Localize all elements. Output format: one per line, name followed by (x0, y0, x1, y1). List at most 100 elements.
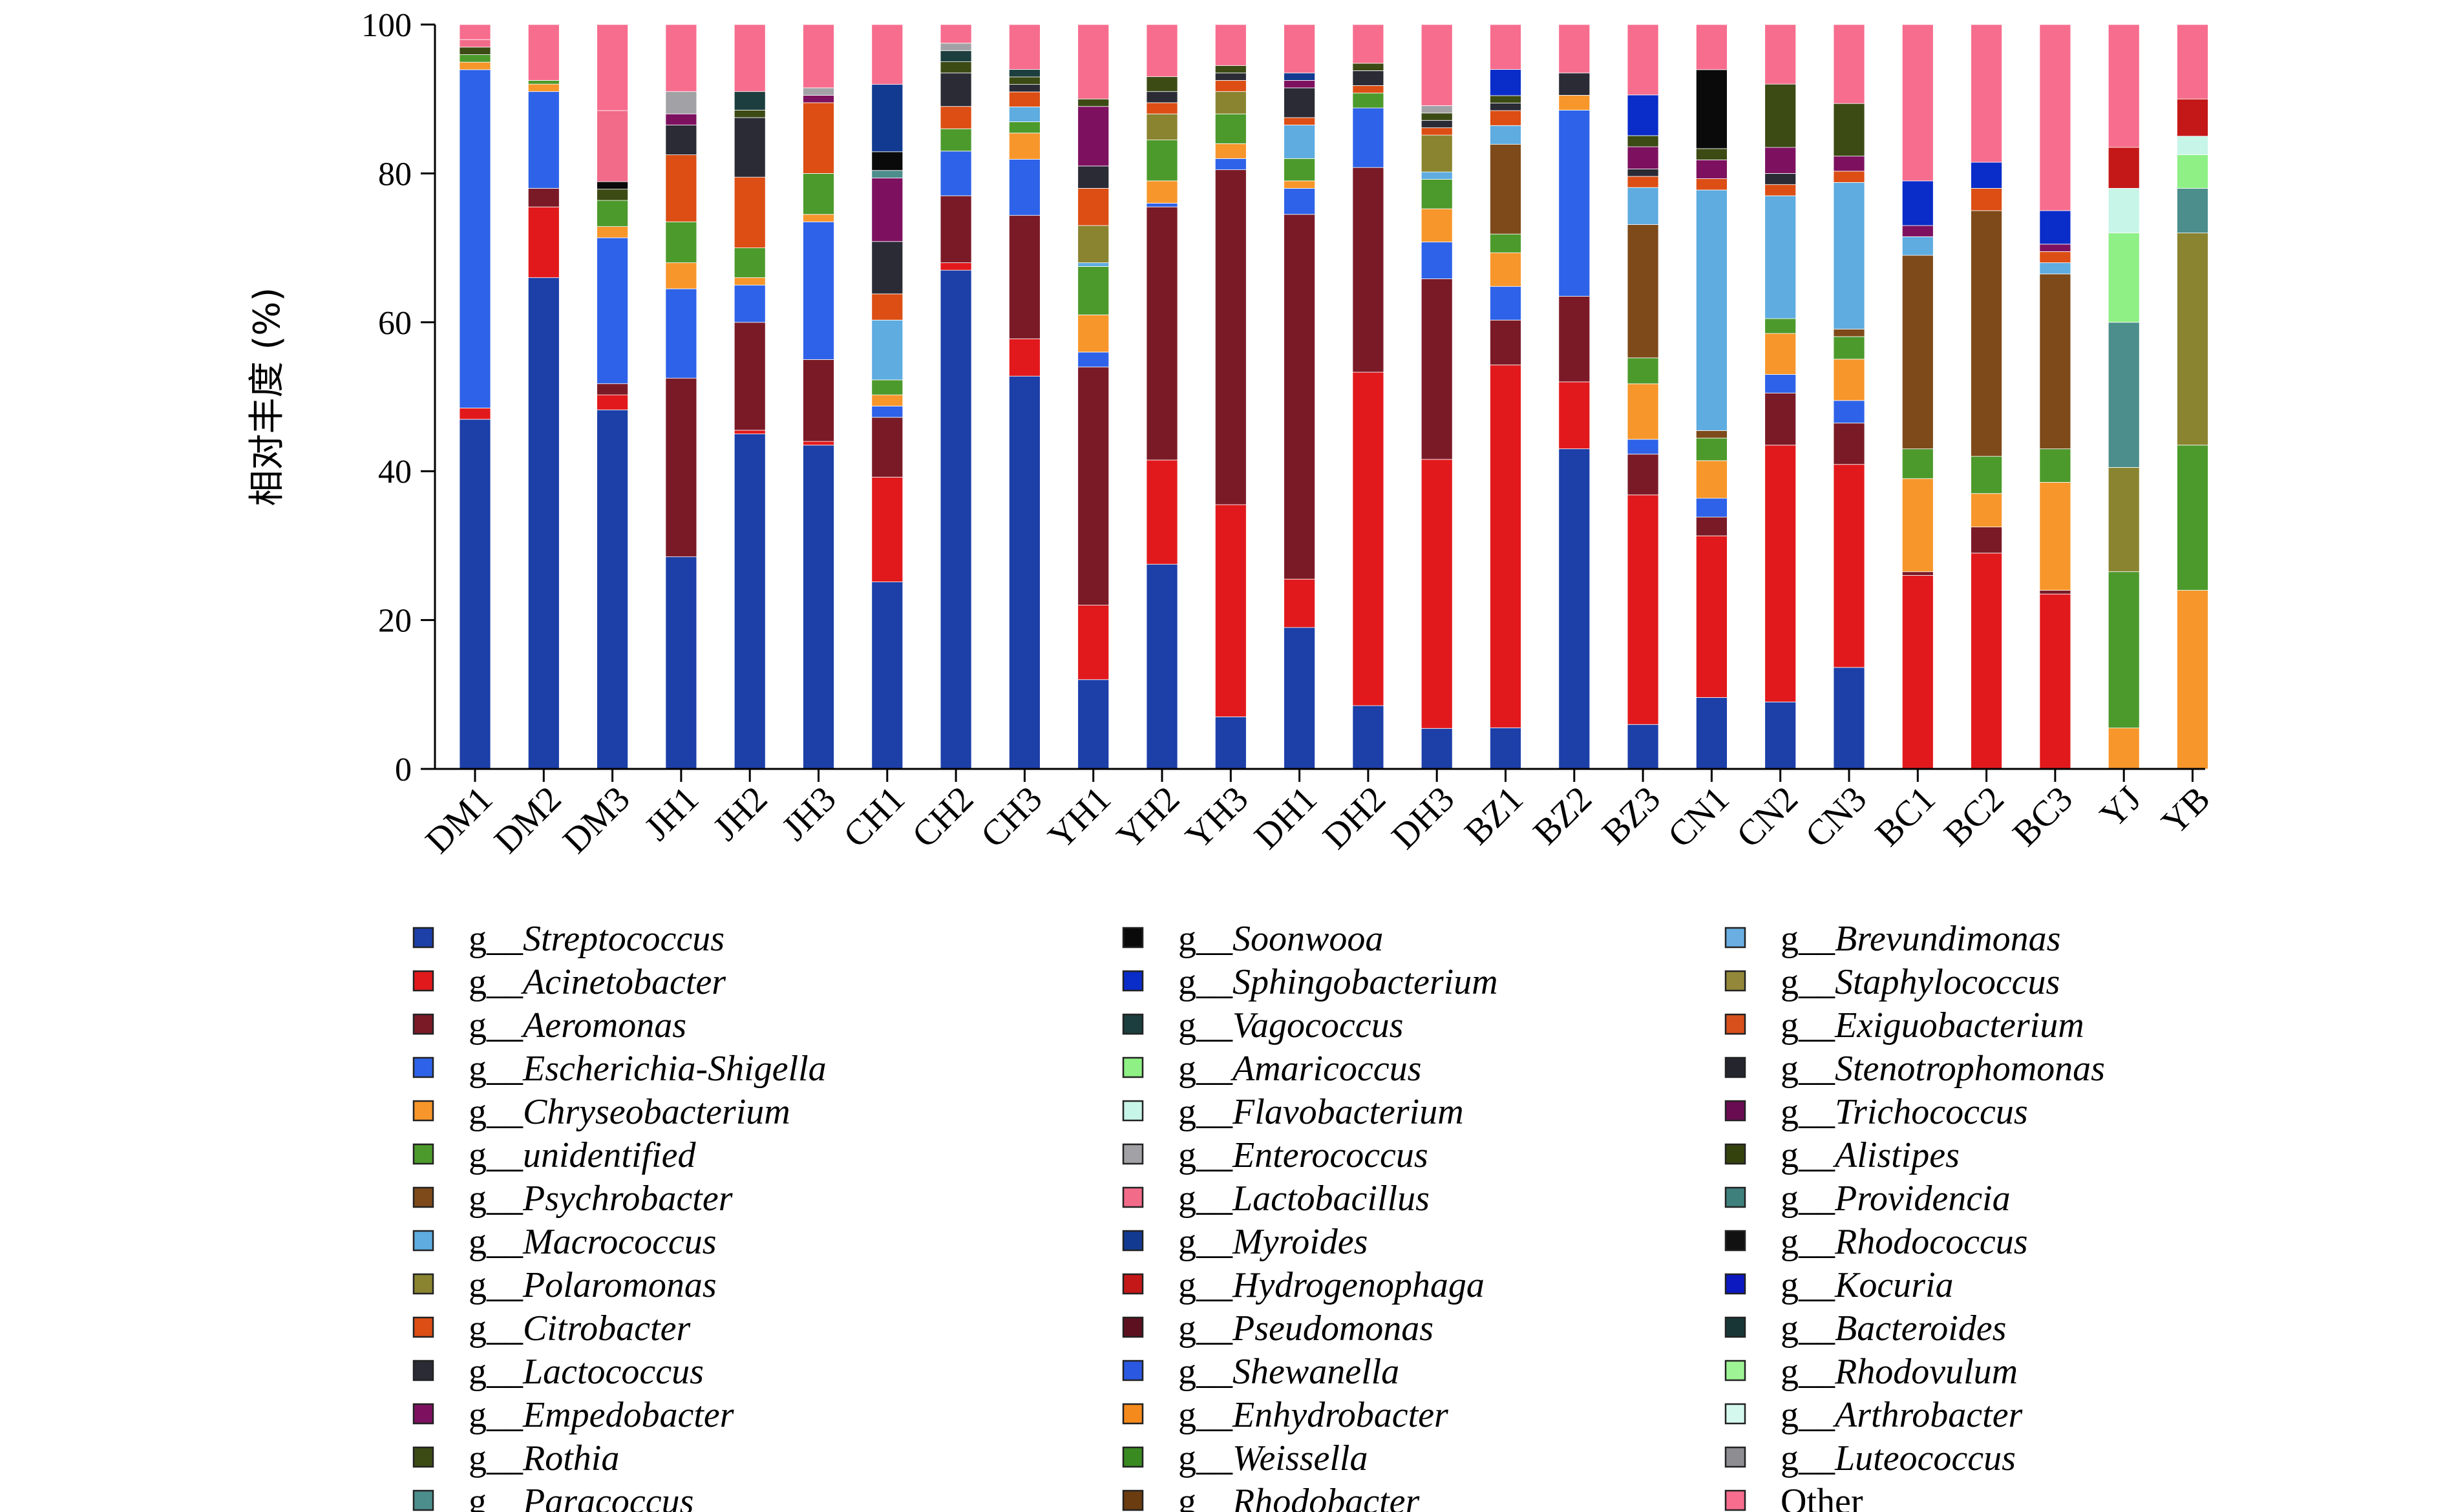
bar-segment-JH2-Escherichia-Shigella (734, 284, 766, 323)
bar-segment-BZ3-Lactococcus (1627, 169, 1659, 177)
legend-swatch (1724, 1230, 1746, 1252)
bar-segment-DM1-Acinetobacter (459, 408, 491, 420)
legend-label: g__Luteococcus (1781, 1438, 2016, 1478)
x-tick-label: BC1 (1868, 779, 1943, 854)
x-tick-label: CN3 (1798, 779, 1875, 856)
bar-segment-BZ2-Acinetobacter (1558, 381, 1591, 450)
bar-segment-DH2-Aeromonas (1352, 167, 1384, 373)
legend-label: g__Rhodovulum (1781, 1352, 2018, 1392)
bar-segment-BC2-Chryseobacterium (1971, 493, 2003, 528)
bar-segment-DH1-Escherichia-Shigella (1284, 188, 1315, 215)
bar-segment-DM3-Other (597, 24, 628, 111)
bar-segment-CN3-Psychrobacter (1833, 328, 1865, 337)
bar-segment-DM1-Chryseobacterium (459, 61, 491, 70)
bar-segment-BC1-Psychrobacter (1901, 255, 1934, 450)
legend-label: g__Bacteroides (1781, 1308, 2006, 1349)
bar-segment-YH1-Acinetobacter (1077, 605, 1110, 680)
legend-swatch (412, 1186, 434, 1208)
legend-item: Other (1724, 1482, 1863, 1512)
legend-item: g__Rothia (412, 1438, 619, 1478)
bar-segment-CH3-Other (1009, 24, 1041, 70)
legend-item: g__Enhydrobacter (1122, 1395, 1448, 1435)
bar-segment-CN2-Lactococcus (1764, 173, 1797, 185)
bar-segment-CH3-Rothia (1009, 76, 1041, 85)
legend-item: g__Acinetobacter (412, 962, 726, 1002)
x-tick-label: YH2 (1109, 779, 1187, 857)
bar-segment-JH2-Streptococcus (734, 434, 766, 770)
bar-segment-CN3-Other (1833, 24, 1865, 104)
legend-label: g__Weissella (1178, 1438, 1368, 1478)
bar-segment-BZ1-Macrococcus (1490, 125, 1521, 145)
bar-segment-YH1-Lactococcus (1077, 165, 1110, 189)
x-tick-label: CH2 (905, 779, 982, 856)
bar-segment-DM2-Streptococcus (527, 277, 560, 770)
bar-segment-BC2-Acinetobacter (1971, 552, 2003, 770)
legend-label: g__Pseudomonas (1178, 1308, 1433, 1349)
legend-item: g__Luteococcus (1724, 1438, 2016, 1478)
bar-segment-CH3-Citrobacter (1009, 91, 1041, 107)
bar-segment-DM3-Soonwooa (597, 181, 628, 190)
bar-segment-CH1-Chryseobacterium (871, 394, 904, 406)
bar-segment-BZ1-Lactococcus (1490, 103, 1521, 111)
bar-segment-BZ1-Other (1490, 24, 1521, 70)
bar-segment-YH1-Macrococcus (1077, 262, 1110, 267)
bar-segment-DH1-Streptococcus (1284, 627, 1315, 770)
bar-segment-YH3-unidentified (1214, 113, 1247, 144)
legend-item: g__Psychrobacter (412, 1179, 733, 1219)
bar-segment-JH3-Streptococcus (803, 445, 834, 770)
bar-segment-DH3-Macrococcus (1421, 171, 1453, 180)
bar-segment-JH1-Empedobacter (665, 113, 697, 125)
bar-segment-JH2-Acinetobacter (734, 430, 766, 435)
bar-segment-CN3-Escherichia-Shigella (1833, 400, 1865, 424)
legend-swatch (1724, 970, 1746, 992)
bar-segment-CN3-Acinetobacter (1833, 464, 1865, 668)
bar-segment-BC1-Sphingobacterium (1901, 180, 1934, 226)
x-tick-label: DM1 (418, 779, 500, 861)
bar-segment-BC2-Other (1971, 24, 2003, 163)
bar-segment-YH2-Polaromonas (1146, 113, 1178, 140)
bar-segment-CH1-Lactococcus (871, 241, 904, 295)
bar-segment-DM2-Escherichia-Shigella (527, 91, 560, 189)
bar-segment-CN3-Citrobacter (1833, 171, 1865, 183)
legend-swatch (1122, 1100, 1144, 1122)
bar-segment-BC2-Sphingobacterium (1971, 162, 2003, 189)
bar-segment-DH3-Chryseobacterium (1421, 208, 1453, 242)
bar-segment-JH3-Escherichia-Shigella (803, 221, 834, 360)
bar-segment-CH1-Aeromonas (871, 417, 904, 478)
bar-segment-YB-Amaricoccus (2177, 154, 2208, 189)
bar-segment-DH2-Escherichia-Shigella (1352, 107, 1384, 168)
bar-segment-JH1-Chryseobacterium (665, 262, 697, 289)
legend-label: g__Staphylococcus (1781, 962, 2060, 1002)
x-tick-label: CH3 (973, 779, 1050, 856)
bar-segment-CH2-Other (940, 24, 972, 44)
bar-segment-BC3-Psychrobacter (2039, 273, 2071, 450)
bar-segment-BC2-Aeromonas (1971, 527, 2003, 554)
bar-segment-CN3-Macrococcus (1833, 182, 1865, 330)
legend-item: g__Pseudomonas (1122, 1308, 1433, 1349)
legend-label: g__Acinetobacter (469, 962, 726, 1002)
bar-segment-DH1-unidentified (1284, 158, 1315, 182)
x-tick-label: JH2 (706, 779, 776, 848)
bar-segment-YJ-unidentified (2108, 571, 2140, 729)
legend-item: g__Flavobacterium (1122, 1092, 1464, 1132)
bar-segment-CN1-Other (1695, 24, 1728, 70)
legend-swatch (1724, 1360, 1746, 1381)
bar-segment-YH1-Polaromonas (1077, 225, 1110, 264)
bar-segment-CN2-Other (1764, 24, 1797, 85)
legend-label: g__Enterococcus (1178, 1135, 1428, 1175)
bar-segment-BC1-unidentified (1901, 448, 1934, 479)
bar-segment-CH2-Vagococcus (940, 50, 972, 63)
legend-swatch (412, 1403, 434, 1425)
x-ticks: DM1DM2DM3JH1JH2JH3CH1CH2CH3YH1YH2YH3DH1D… (418, 769, 2218, 861)
bar-segment-YH3-Polaromonas (1214, 91, 1247, 114)
bar-segment-JH3-Empedobacter (803, 95, 834, 103)
bar-segment-CH3-Acinetobacter (1009, 338, 1041, 377)
bar-segment-CH3-Aeromonas (1009, 215, 1041, 339)
bar-segment-BZ2-Escherichia-Shigella (1558, 110, 1591, 297)
bar-segment-YJ-Paracoccus (2108, 322, 2140, 468)
legend-item: g__Kocuria (1724, 1265, 1954, 1305)
bar-segment-YH3-Escherichia-Shigella (1214, 158, 1247, 171)
bar-segment-DH3-Escherichia-Shigella (1421, 242, 1453, 279)
legend-swatch (1724, 1446, 1746, 1468)
x-tick-label: BC2 (1936, 779, 2011, 854)
